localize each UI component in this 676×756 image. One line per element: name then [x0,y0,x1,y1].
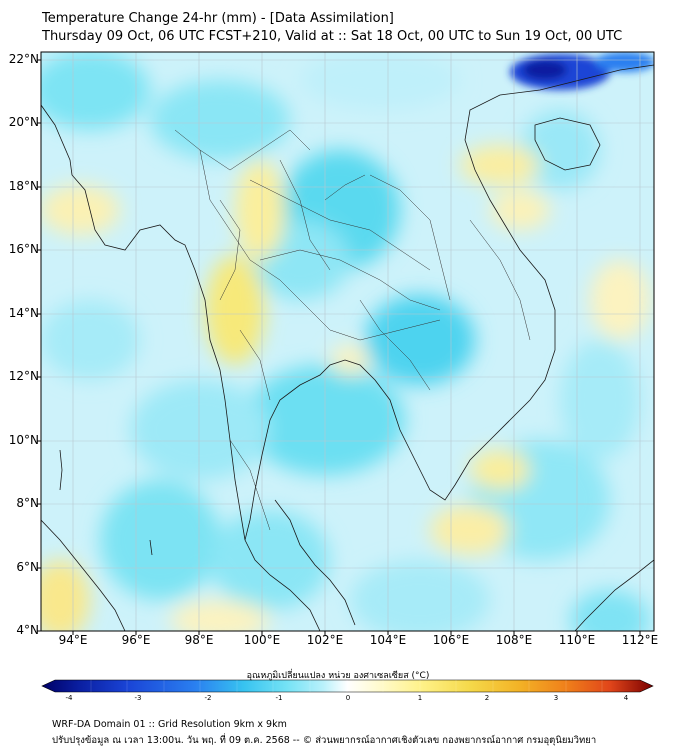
lat-label: 18°N [8,179,39,193]
colorbar-tick: 0 [345,694,351,702]
colorbar-tick: 3 [553,694,559,702]
lon-label: 94°E [58,633,88,647]
colorbar-title: อุณหภูมิเปลี่ยนแปลง หน่วย องศาเซลเซียส (… [246,671,430,681]
lat-label: 12°N [8,369,39,383]
map-subtitle: Thursday 09 Oct, 06 UTC FCST+210, Valid … [42,29,623,44]
colorbar-tick: 1 [417,694,423,702]
lat-label: 14°N [8,306,39,320]
province-borders [174,129,531,531]
colorbar-tick: -4 [65,694,73,702]
lon-label: 106°E [432,633,470,647]
colorbar [41,679,654,693]
lon-label: 102°E [306,633,344,647]
lon-label: 100°E [243,633,281,647]
colorbar-tick: 2 [484,694,490,702]
lon-label: 108°E [495,633,533,647]
lon-label: 112°E [621,633,659,647]
lon-label: 110°E [558,633,596,647]
lat-label: 4°N [16,623,39,637]
lon-label: 98°E [184,633,214,647]
lat-label: 20°N [8,115,39,129]
lat-label: 10°N [8,433,39,447]
footer-credit: ปรับปรุงข้อมูล ณ เวลา 13:00น. วัน พฤ. ที… [52,735,597,746]
lat-label: 22°N [8,52,39,66]
axis-ticks [37,59,641,635]
colorbar-tick: -2 [204,694,212,702]
lat-label: 6°N [16,560,39,574]
graticule [41,52,654,631]
colorbar-tick: -3 [134,694,142,702]
lat-label: 16°N [8,242,39,256]
temperature-field [41,52,654,631]
lon-label: 104°E [369,633,407,647]
colorbar-tick: 4 [623,694,629,702]
lon-label: 96°E [121,633,151,647]
map-title: Temperature Change 24-hr (mm) - [Data As… [42,11,394,26]
coastlines [41,64,654,631]
map-frame [40,51,655,632]
colorbar-tick: -1 [275,694,283,702]
lat-label: 8°N [16,496,39,510]
footer-model-info: WRF-DA Domain 01 :: Grid Resolution 9km … [52,719,287,730]
